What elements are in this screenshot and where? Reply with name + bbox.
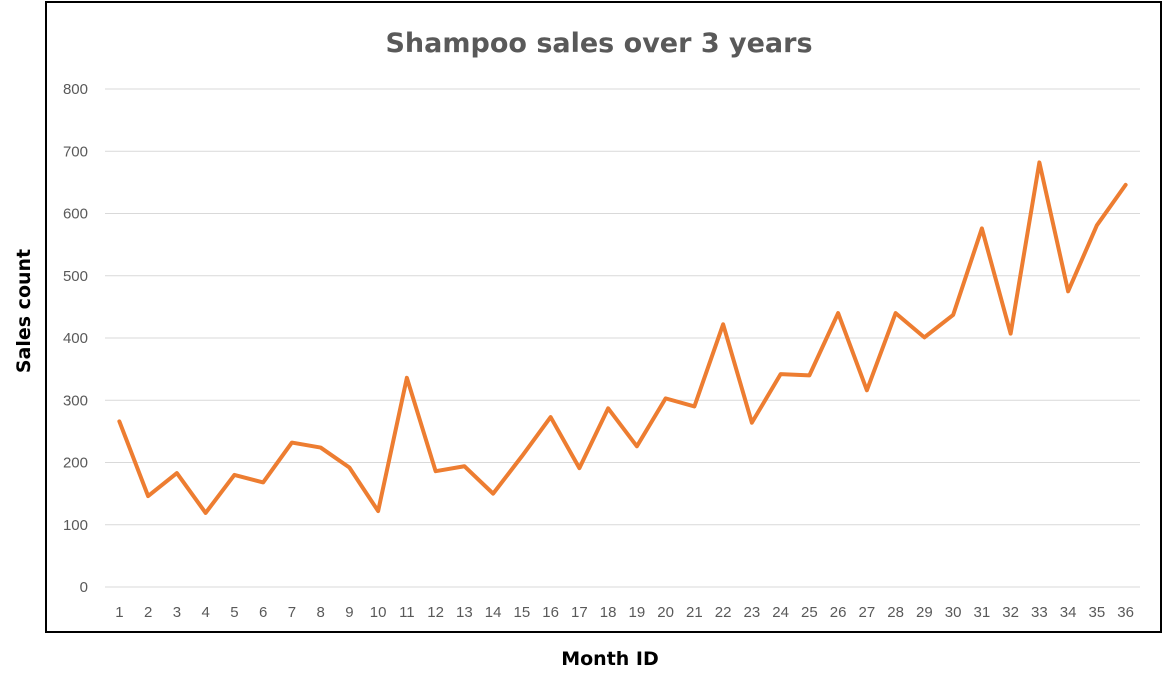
x-tick-label: 23 [744, 604, 761, 621]
y-tick-label: 200 [63, 455, 88, 472]
x-tick-label: 10 [370, 604, 387, 621]
x-tick-label: 16 [542, 604, 559, 621]
x-tick-label: 15 [514, 604, 531, 621]
y-tick-label: 100 [63, 517, 88, 534]
x-axis-title: Month ID [561, 648, 659, 670]
x-tick-label: 29 [916, 604, 933, 621]
x-tick-label: 4 [201, 604, 209, 621]
x-tick-label: 11 [399, 604, 415, 621]
x-tick-label: 19 [629, 604, 646, 621]
x-tick-label: 20 [657, 604, 674, 621]
x-tick-label: 24 [772, 604, 789, 621]
x-tick-label: 28 [887, 604, 904, 621]
gridlines [105, 88, 1140, 588]
series-line [117, 160, 1128, 515]
x-tick-label: 36 [1117, 604, 1134, 621]
y-tick-label: 800 [63, 81, 88, 98]
x-tick-label: 33 [1031, 604, 1048, 621]
y-tick-label: 700 [63, 143, 88, 160]
x-tick-label: 5 [230, 604, 238, 621]
x-tick-label: 6 [259, 604, 267, 621]
x-tick-label: 31 [974, 604, 991, 621]
x-tick-label: 9 [345, 604, 353, 621]
x-tick-label: 14 [485, 604, 502, 621]
x-tick-label: 8 [316, 604, 324, 621]
y-tick-label: 400 [63, 330, 88, 347]
x-tick-label: 26 [830, 604, 847, 621]
x-tick-label: 17 [571, 604, 588, 621]
x-tick-label: 30 [945, 604, 962, 621]
y-axis-title: Sales count [13, 249, 35, 373]
y-tick-label: 300 [63, 392, 88, 409]
chart-frame [45, 1, 1162, 633]
x-tick-label: 27 [859, 604, 876, 621]
chart-title: Shampoo sales over 3 years [385, 28, 812, 59]
y-tick-label: 500 [63, 268, 88, 285]
x-tick-label: 25 [801, 604, 818, 621]
x-tick-label: 35 [1089, 604, 1106, 621]
x-tick-label: 12 [427, 604, 444, 621]
x-tick-label: 22 [715, 604, 732, 621]
x-tick-label: 18 [600, 604, 617, 621]
x-tick-label: 3 [173, 604, 181, 621]
y-tick-label: 0 [80, 579, 88, 596]
x-tick-label: 13 [456, 604, 473, 621]
x-tick-label: 32 [1002, 604, 1019, 621]
x-tick-label: 7 [288, 604, 296, 621]
y-tick-label: 600 [63, 206, 88, 223]
x-tick-label: 34 [1060, 604, 1077, 621]
x-axis-ticks: 1 2 3 4 5 6 7 8 9 10 11 12 13 14 15 16 17 18 19 20 21 22 23 24 2… [115, 604, 1134, 621]
x-tick-label: 2 [144, 604, 152, 621]
y-axis-ticks: 0 100 200 300 400 500 600 700 800 [63, 81, 88, 596]
series-layer [117, 160, 1128, 515]
x-tick-label: 1 [115, 604, 123, 621]
x-tick-label: 21 [686, 604, 703, 621]
